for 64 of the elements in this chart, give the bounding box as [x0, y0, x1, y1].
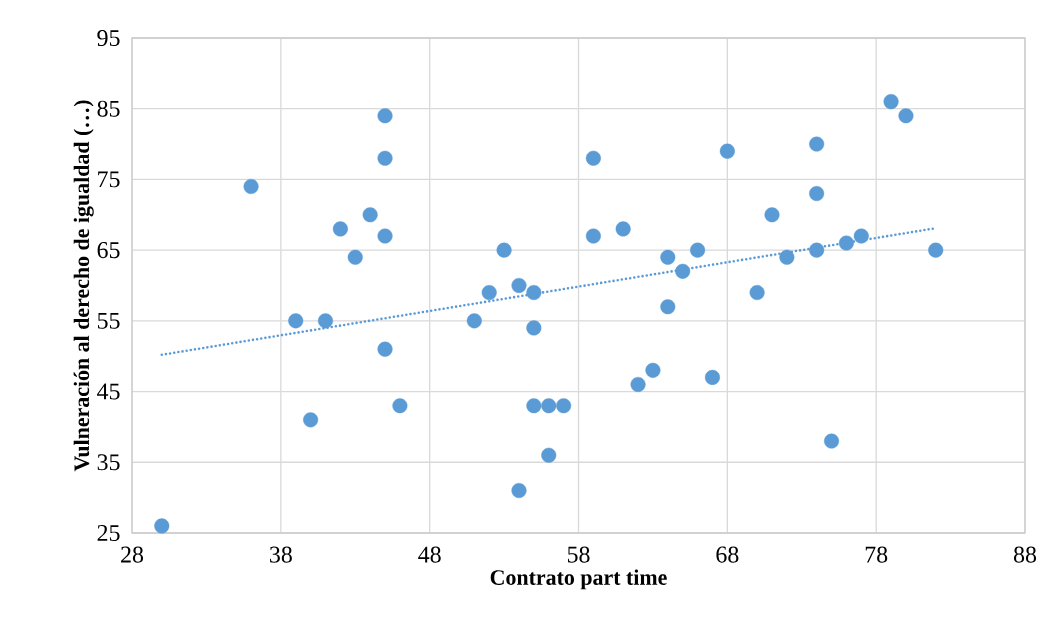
point — [853, 228, 869, 244]
point — [660, 299, 676, 315]
y-tick-label: 95 — [97, 29, 120, 47]
point — [660, 249, 676, 265]
x-tick-label: 88 — [1013, 546, 1037, 563]
point — [392, 398, 408, 414]
point — [928, 242, 944, 258]
point — [511, 483, 527, 499]
y-tick-label: 75 — [98, 171, 120, 188]
point — [541, 398, 557, 414]
point — [719, 143, 735, 159]
y-tick-label: 35 — [97, 454, 120, 471]
point — [481, 285, 497, 301]
point — [630, 376, 646, 392]
y-tick-label: 65 — [97, 242, 120, 259]
point — [317, 313, 333, 329]
y-axis-title: Vulneración al derecho de igualdad (…) — [73, 100, 94, 472]
x-tick-label: 78 — [865, 546, 888, 563]
x-tick-label: 48 — [418, 546, 441, 563]
point — [511, 277, 527, 293]
point — [585, 150, 601, 166]
point — [809, 242, 825, 258]
point — [898, 108, 914, 124]
point — [154, 518, 170, 534]
point — [749, 285, 765, 301]
point — [809, 186, 825, 202]
point — [838, 235, 854, 251]
point — [615, 221, 631, 237]
point — [362, 207, 378, 223]
x-tick-label: 68 — [716, 546, 739, 563]
y-tick-label: 85 — [97, 100, 120, 117]
point — [332, 221, 348, 237]
point — [526, 320, 542, 336]
point — [690, 242, 706, 258]
point — [704, 369, 720, 385]
y-tick-label: 55 — [97, 312, 120, 329]
point — [645, 362, 661, 378]
x-axis-title: Contrato part time — [490, 569, 667, 590]
point — [377, 150, 393, 166]
point — [541, 447, 557, 463]
point — [779, 249, 795, 265]
point — [556, 398, 572, 414]
x-tick-label: 38 — [270, 546, 292, 563]
point — [526, 285, 542, 301]
point — [496, 242, 512, 258]
point — [675, 263, 691, 279]
point — [466, 313, 482, 329]
point — [377, 108, 393, 124]
point — [526, 398, 542, 414]
point — [585, 228, 601, 244]
y-tick-label: 25 — [97, 524, 120, 542]
point — [303, 412, 319, 428]
point — [824, 433, 840, 449]
point — [347, 249, 363, 265]
point — [377, 341, 393, 357]
y-tick-label: 45 — [97, 383, 120, 400]
x-tick-label: 28 — [121, 546, 144, 563]
point — [243, 178, 259, 194]
point — [288, 313, 304, 329]
point — [377, 228, 393, 244]
point — [883, 94, 899, 110]
x-tick-label: 58 — [567, 546, 590, 563]
point — [764, 207, 780, 223]
point — [809, 136, 825, 152]
